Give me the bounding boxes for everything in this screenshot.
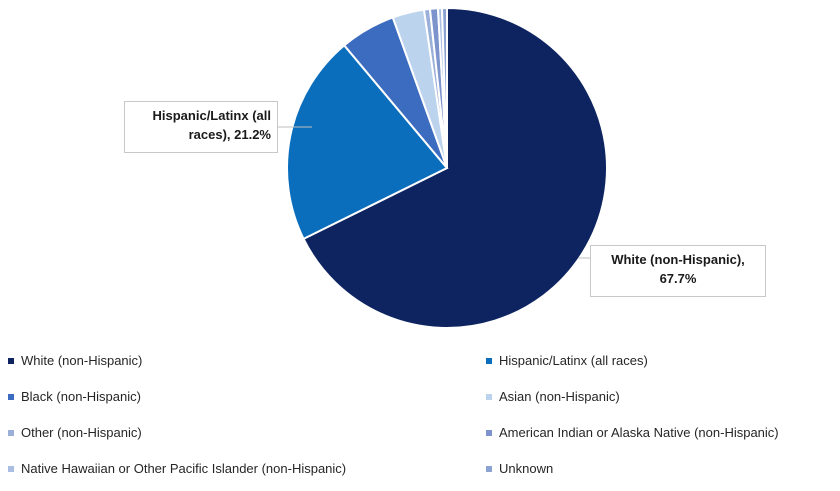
legend-item: Unknown (486, 461, 553, 476)
data-label-hispanic-text: Hispanic/Latinx (all races), 21.2% (152, 108, 271, 142)
legend-label: Unknown (499, 461, 554, 476)
pie-slice-1 (302, 6, 608, 329)
legend-item: Other (non-Hispanic) (8, 425, 142, 440)
pie-slices (286, 6, 608, 329)
legend-swatch (8, 465, 14, 472)
legend-swatch (8, 357, 14, 364)
legend-label: Other (non-Hispanic) (21, 425, 142, 440)
legend-swatch (486, 357, 492, 364)
legend-label: Asian (non-Hispanic) (499, 389, 620, 404)
legend-item: White (non-Hispanic) (8, 353, 142, 368)
data-label-white-text: White (non-Hispanic), 67.7% (611, 252, 745, 286)
legend-swatch (8, 393, 14, 400)
data-label-white: White (non-Hispanic), 67.7% (590, 245, 766, 297)
legend-label: White (non-Hispanic) (21, 353, 143, 368)
leader-lines (278, 126, 590, 259)
legend-label: Black (non-Hispanic) (21, 389, 141, 404)
legend-item: Black (non-Hispanic) (8, 389, 141, 404)
pie-slice-8 (440, 6, 448, 169)
legend-swatch (486, 465, 492, 472)
legend-label: American Indian or Alaska Native (non-Hi… (499, 425, 779, 440)
legend-label: Native Hawaiian or Other Pacific Islande… (21, 461, 347, 476)
legend-item: Asian (non-Hispanic) (486, 389, 620, 404)
legend-swatch (8, 429, 14, 436)
legend-swatch (486, 429, 492, 436)
legend-item: American Indian or Alaska Native (non-Hi… (486, 425, 779, 440)
legend-label: Hispanic/Latinx (all races) (499, 353, 648, 368)
legend-item: Native Hawaiian or Other Pacific Islande… (8, 461, 346, 476)
pie-chart (278, 6, 608, 329)
pie-slice-2 (286, 43, 449, 241)
legend: White (non-Hispanic) Hispanic/Latinx (all… (0, 345, 840, 491)
data-label-hispanic: Hispanic/Latinx (all races), 21.2% (124, 101, 278, 153)
legend-swatch (486, 393, 492, 400)
legend-item: Hispanic/Latinx (all races) (486, 353, 648, 368)
